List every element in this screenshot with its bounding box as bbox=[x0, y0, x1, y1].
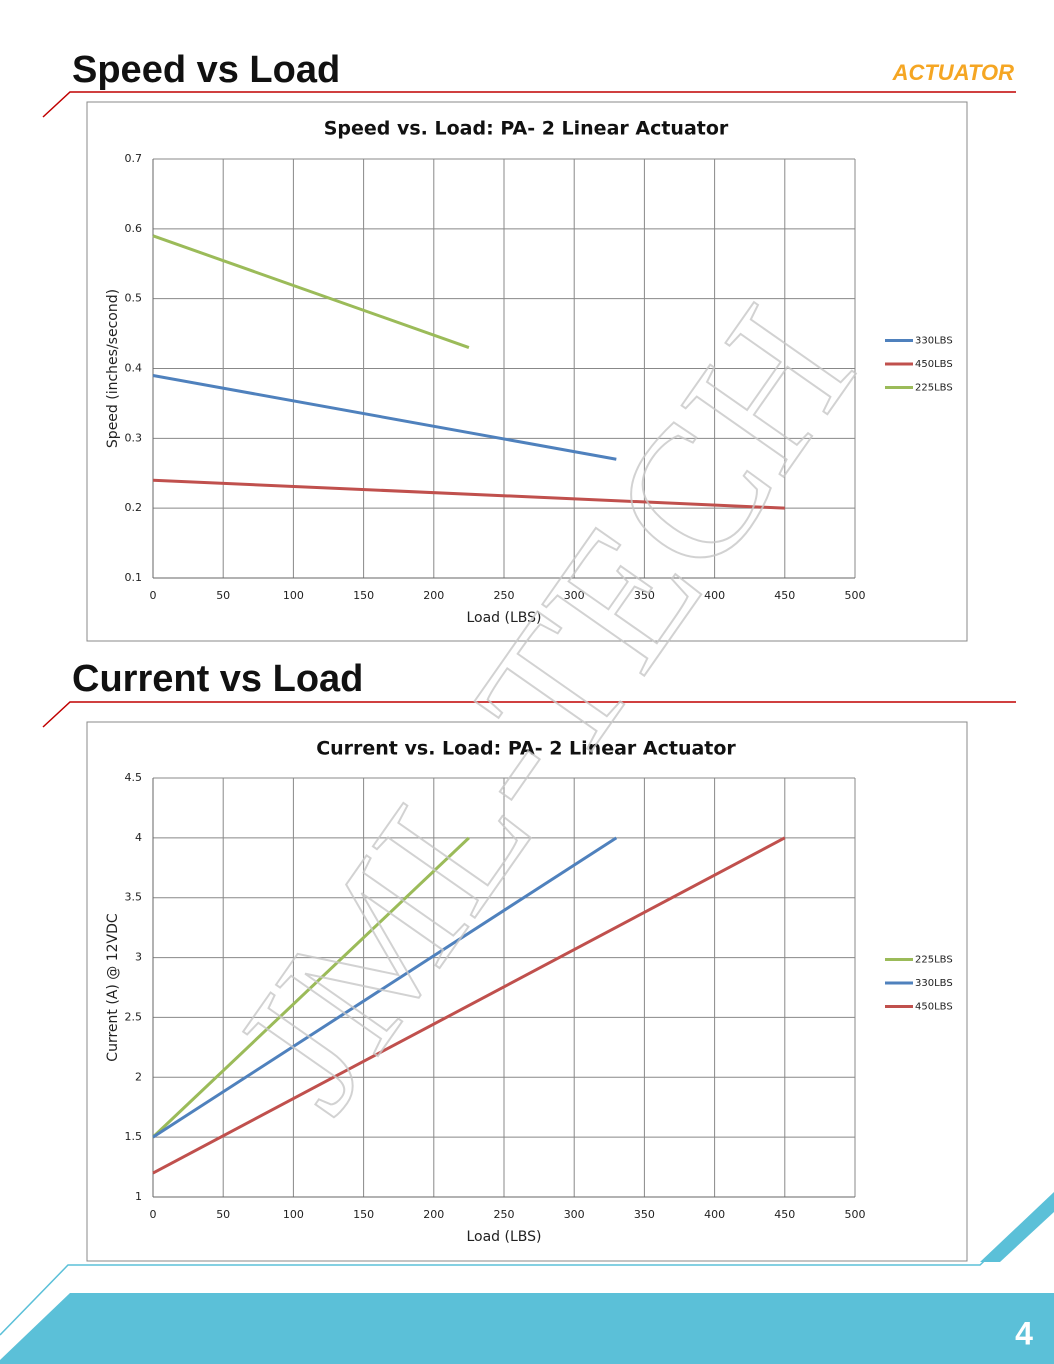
y-tick-label: 4 bbox=[135, 831, 142, 844]
y-tick-label: 0.6 bbox=[125, 222, 143, 235]
footer-accent bbox=[980, 1192, 1054, 1262]
x-tick-label: 500 bbox=[845, 589, 866, 602]
legend-label: 330LBS bbox=[915, 336, 953, 347]
x-tick-label: 300 bbox=[564, 589, 585, 602]
x-tick-label: 300 bbox=[564, 1208, 585, 1221]
x-tick-label: 50 bbox=[216, 589, 230, 602]
x-axis-label: Load (LBS) bbox=[466, 1229, 541, 1245]
series-line bbox=[151, 836, 470, 1139]
chart-frame bbox=[86, 101, 968, 642]
y-tick-label: 2 bbox=[135, 1070, 142, 1083]
series-line bbox=[152, 836, 786, 1175]
x-tick-label: 100 bbox=[283, 1208, 304, 1221]
series-line bbox=[152, 836, 618, 1139]
section-heading: Current vs Load bbox=[72, 658, 363, 700]
y-tick-label: 0.7 bbox=[125, 152, 143, 165]
x-tick-label: 0 bbox=[150, 1208, 157, 1221]
charts: Speed vs. Load: PA- 2 Linear Actuator 0.1… bbox=[105, 118, 953, 1246]
series-line bbox=[152, 234, 470, 349]
heading-rule bbox=[42, 91, 1016, 118]
series-line bbox=[152, 374, 617, 461]
y-tick-label: 1.5 bbox=[125, 1130, 143, 1143]
y-axis-label: Current (A) @ 12VDC bbox=[105, 913, 121, 1062]
y-tick-label: 0.1 bbox=[125, 571, 143, 584]
x-tick-label: 200 bbox=[423, 1208, 444, 1221]
legend-label: 225LBS bbox=[915, 955, 953, 966]
x-tick-label: 450 bbox=[774, 589, 795, 602]
legend-label: 450LBS bbox=[915, 359, 953, 370]
y-tick-label: 1 bbox=[135, 1190, 142, 1203]
page-number: 4 bbox=[1015, 1315, 1033, 1351]
chart-frame bbox=[86, 721, 968, 1262]
x-tick-label: 450 bbox=[774, 1208, 795, 1221]
x-tick-label: 400 bbox=[704, 589, 725, 602]
x-tick-label: 350 bbox=[634, 589, 655, 602]
series-line bbox=[152, 478, 785, 510]
x-tick-label: 200 bbox=[423, 589, 444, 602]
y-tick-label: 3 bbox=[135, 951, 142, 964]
y-tick-label: 3.5 bbox=[125, 891, 143, 904]
x-tick-label: 350 bbox=[634, 1208, 655, 1221]
x-tick-label: 250 bbox=[494, 589, 515, 602]
x-tick-label: 100 bbox=[283, 589, 304, 602]
footer-band bbox=[0, 1293, 1054, 1364]
x-tick-label: 0 bbox=[150, 589, 157, 602]
y-tick-label: 0.3 bbox=[125, 431, 143, 444]
x-tick-label: 150 bbox=[353, 589, 374, 602]
legend-label: 225LBS bbox=[915, 383, 953, 394]
y-tick-label: 0.2 bbox=[125, 501, 143, 514]
y-tick-label: 4.5 bbox=[125, 771, 143, 784]
section-heading: Speed vs Load bbox=[72, 49, 340, 91]
x-axis-label: Load (LBS) bbox=[466, 610, 541, 626]
x-tick-label: 250 bbox=[494, 1208, 515, 1221]
logo: ACTUATOR bbox=[892, 60, 1015, 85]
x-tick-label: 400 bbox=[704, 1208, 725, 1221]
legend-label: 330LBS bbox=[915, 978, 953, 989]
legend-label: 450LBS bbox=[915, 1002, 953, 1013]
heading-rule bbox=[42, 701, 1016, 728]
x-tick-label: 50 bbox=[216, 1208, 230, 1221]
y-tick-label: 0.4 bbox=[125, 362, 143, 375]
y-axis-label: Speed (inches/second) bbox=[105, 289, 121, 448]
x-tick-label: 500 bbox=[845, 1208, 866, 1221]
chart-title: Speed vs. Load: PA- 2 Linear Actuator bbox=[324, 118, 729, 140]
chart-title: Current vs. Load: PA- 2 Linear Actuator bbox=[316, 738, 736, 760]
x-tick-label: 150 bbox=[353, 1208, 374, 1221]
y-tick-label: 2.5 bbox=[125, 1010, 143, 1023]
y-tick-label: 0.5 bbox=[125, 292, 143, 305]
